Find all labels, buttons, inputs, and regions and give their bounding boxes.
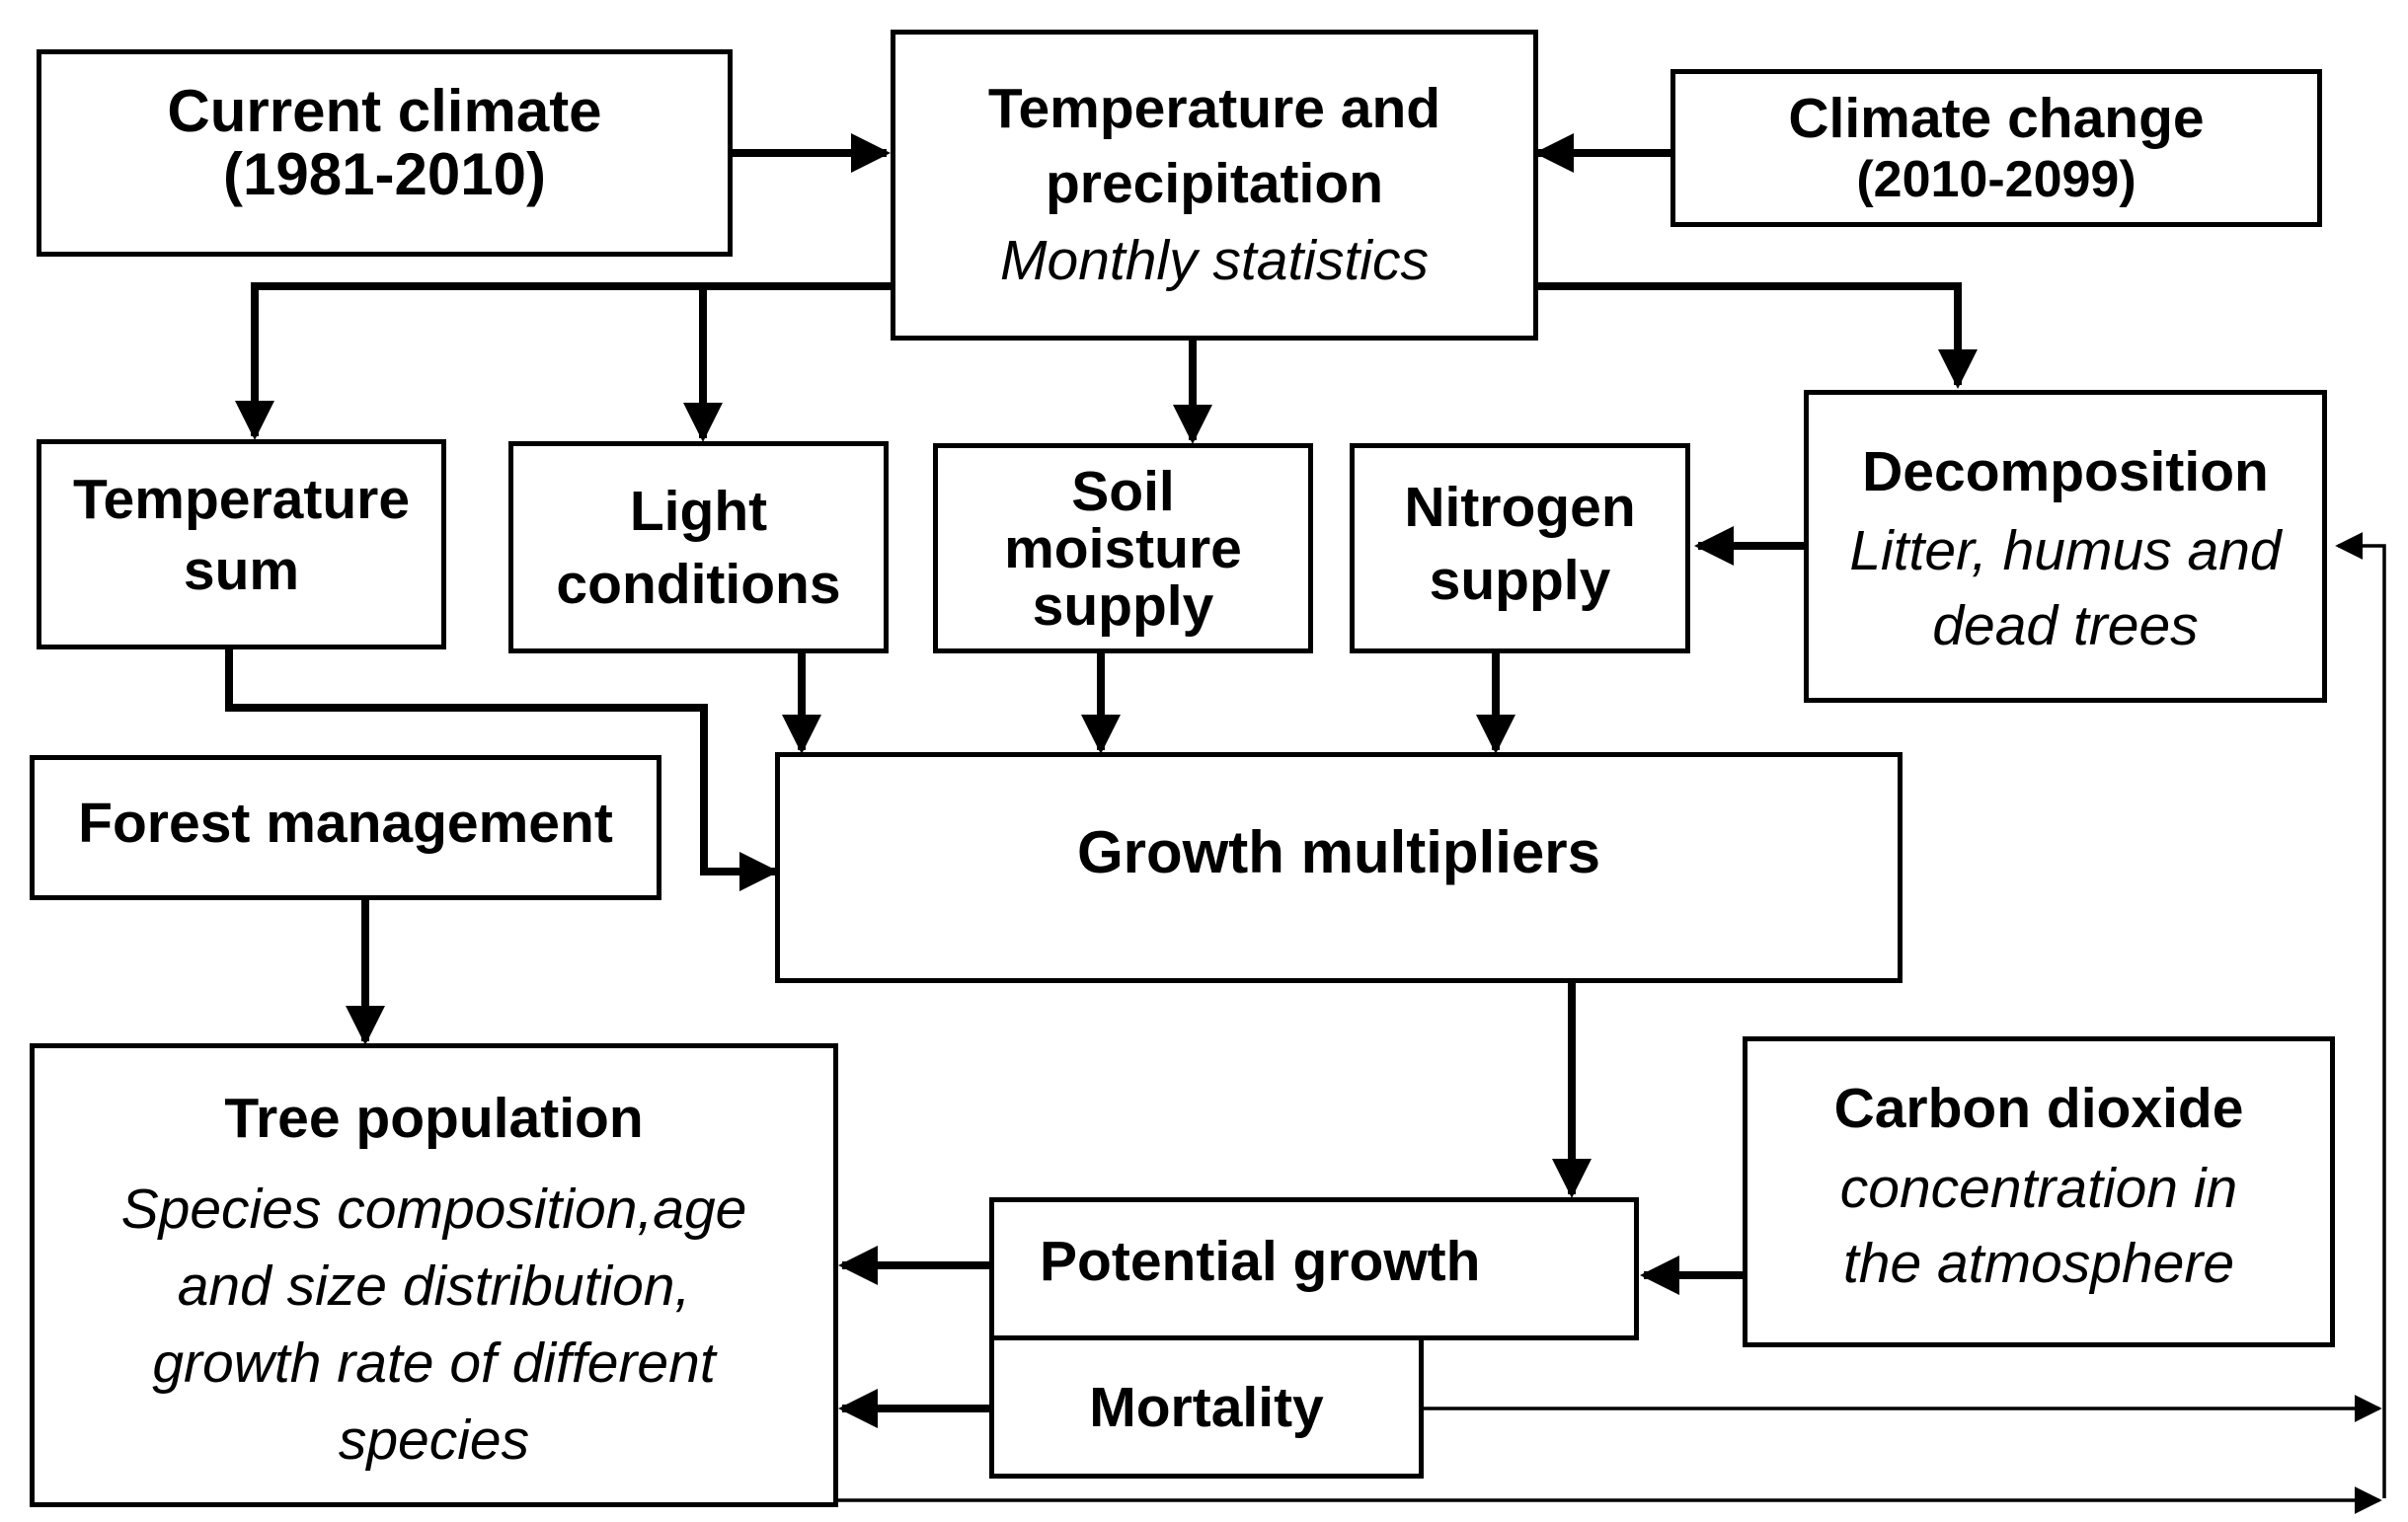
current-climate-title: Current climate <box>167 78 602 144</box>
light-conditions-line2: conditions <box>556 552 841 616</box>
light-conditions-line1: Light <box>629 479 768 543</box>
temperature-sum-line1: Temperature <box>72 467 411 531</box>
node-tree-population: Tree population Species composition,age … <box>30 1043 838 1507</box>
tree-population-note-line4: species <box>338 1408 530 1472</box>
temp-precip-title-line1: Temperature and <box>987 76 1441 140</box>
soil-moisture-line1: Soil <box>1071 459 1175 523</box>
node-mortality: Mortality <box>989 1335 1424 1479</box>
soil-moisture-line2: moisture <box>1004 516 1242 580</box>
climate-change-subtitle: (2010-2099) <box>1856 151 2136 208</box>
decomposition-title: Decomposition <box>1862 439 2269 503</box>
growth-multipliers-title: Growth multipliers <box>1076 819 1601 885</box>
potential-growth-title: Potential growth <box>1040 1229 1481 1293</box>
node-climate-change: Climate change (2010-2099) <box>1670 69 2322 227</box>
nitrogen-supply-line1: Nitrogen <box>1404 475 1636 539</box>
carbon-dioxide-note-line2: the atmosphere <box>1842 1231 2235 1295</box>
node-forest-management: Forest management <box>30 755 661 900</box>
node-decomposition: Decomposition Litter, humus and dead tre… <box>1804 390 2327 703</box>
carbon-dioxide-title: Carbon dioxide <box>1833 1076 2244 1140</box>
edge-temperature-sum-to-growth-multipliers <box>225 649 779 891</box>
node-temperature-sum: Temperature sum <box>37 439 446 649</box>
tree-population-note-line2: and size distribution, <box>177 1255 691 1318</box>
nitrogen-supply-line2: supply <box>1429 548 1611 612</box>
soil-moisture-line3: supply <box>1032 573 1214 638</box>
decomposition-note-line2: dead trees <box>1932 593 2199 657</box>
tree-population-note-line1: Species composition,age <box>120 1178 747 1241</box>
temp-precip-title-line2: precipitation <box>1045 151 1384 215</box>
node-nitrogen-supply: Nitrogen supply <box>1350 443 1690 653</box>
decomposition-note-line1: Litter, humus and <box>1849 518 2282 582</box>
tree-population-title: Tree population <box>224 1087 644 1150</box>
carbon-dioxide-note-line1: concentration in <box>1839 1156 2238 1220</box>
node-growth-multipliers: Growth multipliers <box>775 752 1903 983</box>
edge-temp-precip-to-decomposition <box>1535 282 1978 389</box>
mortality-title: Mortality <box>1089 1375 1324 1439</box>
node-light-conditions: Light conditions <box>508 441 889 653</box>
node-temp-precip: Temperature and precipitation Monthly st… <box>891 30 1538 341</box>
climate-change-title: Climate change <box>1788 87 2205 150</box>
temperature-sum-line2: sum <box>183 538 300 602</box>
edge-temp-precip-to-temperature-sum <box>235 282 891 440</box>
node-soil-moisture: Soil moisture supply <box>933 443 1313 653</box>
node-carbon-dioxide: Carbon dioxide concentration in the atmo… <box>1743 1036 2335 1347</box>
node-potential-growth: Potential growth <box>989 1197 1639 1340</box>
temp-precip-note: Monthly statistics <box>1000 228 1429 292</box>
current-climate-subtitle: (1981-2010) <box>223 141 546 207</box>
node-current-climate: Current climate (1981-2010) <box>37 49 733 257</box>
tree-population-note-line3: growth rate of different <box>152 1332 716 1395</box>
forest-management-title: Forest management <box>78 791 613 855</box>
edge-feedback-riser <box>2335 532 2386 1498</box>
